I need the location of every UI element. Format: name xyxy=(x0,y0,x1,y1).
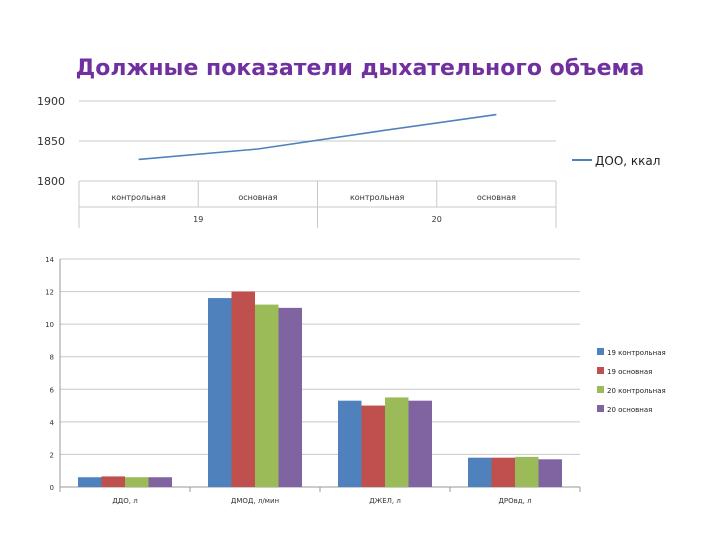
line-series-ddo xyxy=(138,113,497,161)
line-y-tick-label: 1800 xyxy=(37,175,65,188)
bar-legend-swatch xyxy=(597,367,604,374)
bar-2 xyxy=(101,476,125,487)
line-y-tick-label: 1900 xyxy=(37,95,65,108)
bar-y-tick-label: 14 xyxy=(45,256,54,264)
bar-2 xyxy=(491,457,515,487)
line-x-tick-label: контрольная xyxy=(350,193,405,202)
bar-4 xyxy=(408,400,432,487)
bar-legend-label: 19 контрольная xyxy=(607,349,666,357)
bar-legend-label: 20 контрольная xyxy=(607,387,666,395)
bar-legend-swatch xyxy=(597,405,604,412)
bar-3 xyxy=(255,304,279,487)
bar-y-tick-label: 12 xyxy=(45,289,54,297)
bar-4 xyxy=(148,477,172,487)
bar-3 xyxy=(125,477,149,487)
bar-legend-label: 20 основная xyxy=(607,406,652,414)
bar-x-tick-label: ДМОД, л/мин xyxy=(231,497,279,505)
bar-4 xyxy=(538,459,562,487)
bar-3 xyxy=(385,397,409,487)
line-legend-label: ДОО, ккал xyxy=(595,154,660,168)
line-y-tick-label: 1850 xyxy=(37,135,65,148)
line-chart: 1900 1850 1800 контрольная основная контрольн… xyxy=(37,95,660,228)
bar-legend-label: 19 основная xyxy=(607,368,652,376)
bar-x-tick-label: ДЖЕЛ, л xyxy=(369,497,401,505)
bar-x-tick-label: ДДО, л xyxy=(112,497,137,505)
bar-y-tick-label: 0 xyxy=(50,484,54,492)
bar-2 xyxy=(361,405,385,487)
bar-3 xyxy=(515,456,539,487)
bar-1 xyxy=(468,457,492,487)
bar-y-tick-label: 8 xyxy=(50,354,54,362)
bar-2 xyxy=(231,291,255,487)
bar-4 xyxy=(278,307,302,487)
bar-y-tick-label: 6 xyxy=(50,386,55,394)
bar-x-tick-label: ДРОвд, л xyxy=(498,497,531,505)
bar-chart: 0 2 4 6 8 10 12 14 ДДО, л ДМОД, л/мин ДЖЕЛ, л ДРОвд… xyxy=(45,256,666,505)
line-x-tick-label: контрольная xyxy=(111,193,166,202)
page-title: Должные показатели дыхательного объема xyxy=(75,56,645,81)
line-x-tick-label: основная xyxy=(238,193,277,202)
line-x-tick-label: основная xyxy=(477,193,516,202)
bar-1 xyxy=(208,298,232,487)
bar-y-tick-label: 4 xyxy=(50,419,55,427)
bar-y-tick-label: 10 xyxy=(45,321,54,329)
bar-1 xyxy=(338,400,362,487)
line-group-label: 19 xyxy=(193,215,203,224)
bar-1 xyxy=(78,477,102,487)
bar-legend-swatch xyxy=(597,386,604,393)
bar-legend-swatch xyxy=(597,348,604,355)
bar-y-tick-label: 2 xyxy=(50,451,54,459)
line-group-label: 20 xyxy=(432,215,442,224)
